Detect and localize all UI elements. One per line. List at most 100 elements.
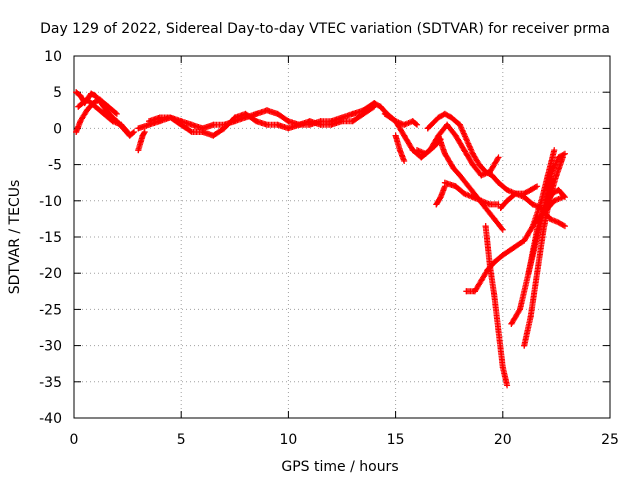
data-point (516, 306, 523, 313)
data-point (92, 92, 99, 99)
series-3 (75, 96, 131, 136)
data-point (486, 262, 493, 269)
data-point (328, 121, 335, 128)
series-trace (441, 179, 501, 208)
series-6 (146, 103, 378, 139)
data-point (92, 103, 99, 110)
data-point (441, 179, 448, 186)
data-point (431, 143, 438, 150)
data-point (461, 147, 468, 154)
data-point (456, 121, 463, 128)
data-point (435, 132, 442, 139)
data-point (167, 114, 174, 121)
y-tick-label: -40 (39, 411, 62, 427)
data-point (463, 288, 470, 295)
data-point (339, 118, 345, 125)
series-4 (135, 129, 148, 154)
data-point (73, 89, 80, 96)
data-point (263, 107, 270, 114)
data-point (499, 252, 506, 259)
data-point (306, 118, 313, 125)
data-point (489, 172, 496, 179)
data-point (491, 215, 498, 222)
data-point (75, 103, 82, 110)
data-point (437, 194, 444, 201)
data-point (188, 121, 195, 128)
data-point (401, 157, 408, 164)
data-point (296, 121, 303, 128)
x-tick-labels: 0 5 10 15 20 25 (70, 432, 619, 448)
data-point (504, 197, 511, 204)
data-point (199, 129, 206, 136)
data-point (83, 96, 90, 103)
data-point (555, 219, 562, 226)
series-12 (433, 183, 448, 208)
data-point (156, 114, 163, 121)
y-tick-label: -25 (39, 302, 62, 318)
data-point (521, 342, 528, 349)
y-tick-label: 0 (53, 121, 62, 137)
chart-title: Day 129 of 2022, Sidereal Day-to-day VTE… (40, 21, 610, 37)
data-point (392, 132, 399, 139)
data-point (141, 129, 148, 136)
data-point (83, 107, 90, 114)
data-point (482, 205, 489, 212)
data-point (409, 118, 416, 125)
data-point (424, 125, 431, 132)
data-point (478, 172, 485, 179)
data-point (401, 132, 408, 139)
y-tick-label: 10 (44, 49, 62, 65)
series-15 (482, 223, 511, 389)
data-point (77, 92, 84, 99)
data-point (444, 121, 451, 128)
x-tick-label: 25 (601, 432, 619, 448)
data-point (435, 114, 442, 121)
data-point (422, 150, 429, 157)
data-point (534, 183, 541, 190)
data-point (371, 103, 378, 110)
data-point (285, 125, 292, 132)
data-point (551, 197, 558, 204)
data-point (561, 150, 568, 157)
data-point (414, 121, 421, 128)
series-16 (497, 183, 541, 212)
data-point (521, 190, 528, 197)
data-point (73, 129, 80, 136)
data-point (101, 110, 108, 117)
data-point (401, 121, 408, 128)
data-point (414, 147, 421, 154)
data-point (555, 154, 562, 161)
data-point (135, 147, 142, 154)
data-point (418, 154, 425, 161)
data-point (510, 244, 517, 251)
data-point (392, 118, 399, 125)
series-2 (73, 96, 120, 136)
data-point (448, 114, 455, 121)
data-point (441, 150, 448, 157)
data-point (96, 96, 103, 103)
x-tick-label: 0 (70, 432, 79, 448)
data-point (499, 364, 506, 371)
data-point (253, 118, 260, 125)
data-point (469, 161, 476, 168)
x-tick-label: 20 (494, 432, 512, 448)
data-point (450, 165, 457, 172)
data-point (109, 118, 116, 125)
x-axis-label: GPS time / hours (281, 459, 398, 475)
data-point (551, 147, 558, 154)
y-tick-label: 5 (53, 85, 62, 101)
y-tick-label: -5 (48, 158, 62, 174)
data-point (137, 139, 144, 146)
data-point (555, 186, 562, 193)
data-point (103, 107, 110, 114)
data-point (124, 129, 131, 136)
grid-lines (74, 56, 610, 418)
data-point (146, 118, 153, 125)
data-point (529, 201, 536, 208)
series-trace (482, 223, 510, 387)
data-point (508, 320, 515, 327)
data-point (113, 110, 120, 117)
x-tick-label: 5 (177, 432, 186, 448)
data-point (461, 190, 468, 197)
